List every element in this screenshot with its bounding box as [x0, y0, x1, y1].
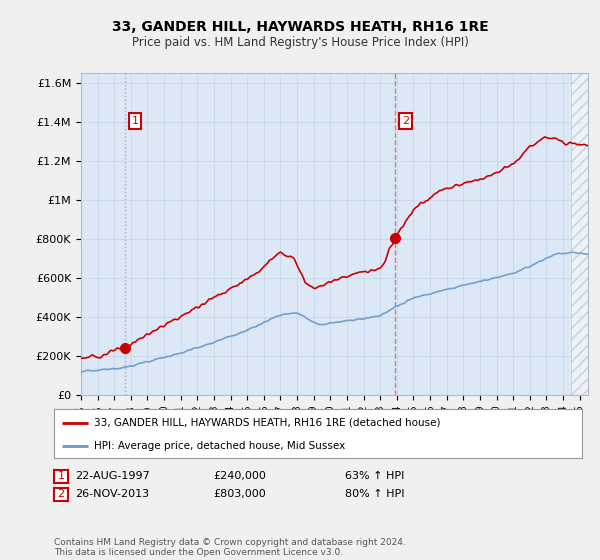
Text: £803,000: £803,000 [213, 489, 266, 499]
Text: 33, GANDER HILL, HAYWARDS HEATH, RH16 1RE: 33, GANDER HILL, HAYWARDS HEATH, RH16 1R… [112, 20, 488, 34]
Text: Contains HM Land Registry data © Crown copyright and database right 2024.
This d: Contains HM Land Registry data © Crown c… [54, 538, 406, 557]
Text: 1: 1 [131, 116, 139, 126]
Text: Price paid vs. HM Land Registry's House Price Index (HPI): Price paid vs. HM Land Registry's House … [131, 36, 469, 49]
Text: 26-NOV-2013: 26-NOV-2013 [75, 489, 149, 499]
Text: 63% ↑ HPI: 63% ↑ HPI [345, 472, 404, 481]
Text: 22-AUG-1997: 22-AUG-1997 [75, 472, 150, 481]
Text: 80% ↑ HPI: 80% ↑ HPI [345, 489, 404, 499]
Text: £240,000: £240,000 [213, 472, 266, 481]
Text: 33, GANDER HILL, HAYWARDS HEATH, RH16 1RE (detached house): 33, GANDER HILL, HAYWARDS HEATH, RH16 1R… [94, 418, 440, 428]
Bar [571, 73, 588, 395]
Text: 1: 1 [58, 472, 64, 481]
Text: 2: 2 [402, 116, 409, 126]
Text: HPI: Average price, detached house, Mid Sussex: HPI: Average price, detached house, Mid … [94, 441, 345, 451]
Text: 2: 2 [58, 489, 64, 499]
